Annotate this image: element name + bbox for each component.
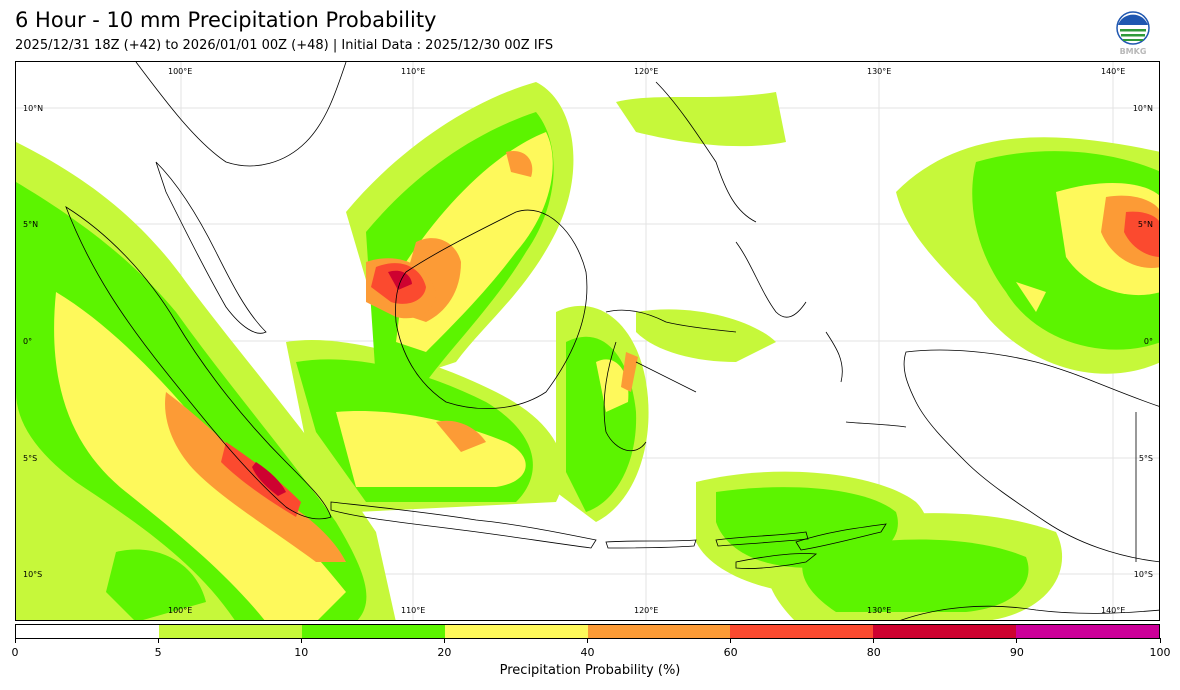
- map-canvas: 100°E 110°E 120°E 130°E 140°E 100°E 110°…: [16, 62, 1159, 620]
- lon-label-100-top: 100°E: [168, 67, 192, 76]
- colorbar-tick-mark: [1159, 638, 1161, 643]
- bmkg-logo-icon: BMKG: [1116, 11, 1150, 56]
- colorbar-label: Precipitation Probability (%): [499, 663, 681, 678]
- colorbar-tick-label: 60: [723, 646, 738, 659]
- lat-label-0-left: 0°: [23, 337, 32, 346]
- lon-label-140-top: 140°E: [1101, 67, 1125, 76]
- lat-label-0-right: 0°: [1144, 337, 1153, 346]
- lat-label-5n-left: 5°N: [23, 220, 38, 229]
- lon-label-130-bottom: 130°E: [867, 606, 891, 615]
- lon-label-110-top: 110°E: [401, 67, 425, 76]
- colorbar-tick-mark: [1016, 638, 1018, 643]
- colorbar-tick-label: 100: [1149, 646, 1171, 659]
- colorbar-tick-label: 10: [294, 646, 309, 659]
- colorbar-tick-label: 5: [154, 646, 162, 659]
- lon-label-140-bottom: 140°E: [1101, 606, 1125, 615]
- lat-label-10s-left: 10°S: [23, 570, 42, 579]
- colorbar-segment: [301, 625, 445, 638]
- lon-label-110-bottom: 110°E: [401, 606, 425, 615]
- lat-label-10n-left: 10°N: [23, 104, 43, 113]
- lon-label-130-top: 130°E: [867, 67, 891, 76]
- prob-80-90-layer: [252, 270, 412, 496]
- map-subtitle: 2025/12/31 18Z (+42) to 2026/01/01 00Z (…: [15, 38, 554, 53]
- colorbar-tick-mark: [873, 638, 875, 643]
- lon-label-120-bottom: 120°E: [634, 606, 658, 615]
- colorbar-tick-mark: [587, 638, 588, 643]
- lon-label-120-top: 120°E: [634, 67, 658, 76]
- colorbar-segment: [730, 625, 874, 638]
- lat-label-10s-right: 10°S: [1134, 570, 1153, 579]
- colorbar-tick-mark: [157, 638, 159, 643]
- colorbar: [15, 624, 1160, 639]
- lat-label-5s-left: 5°S: [23, 454, 37, 463]
- colorbar-tick-label: 80: [866, 646, 881, 659]
- map-title: 6 Hour - 10 mm Precipitation Probability: [15, 8, 437, 32]
- logo-text: BMKG: [1120, 47, 1147, 56]
- colorbar-segment: [158, 625, 302, 638]
- colorbar-tick-mark: [14, 638, 16, 643]
- colorbar-tick-label: 90: [1009, 646, 1024, 659]
- colorbar-segment: [444, 625, 588, 638]
- coastlines: [65, 62, 1159, 620]
- bmkg-logo: BMKG: [1114, 10, 1152, 56]
- colorbar-tick-mark: [443, 638, 445, 643]
- lat-label-10n-right: 10°N: [1133, 104, 1153, 113]
- lon-label-100-bottom: 100°E: [168, 606, 192, 615]
- colorbar-tick-label: 0: [11, 646, 19, 659]
- lat-label-5s-right: 5°S: [1139, 454, 1153, 463]
- colorbar-tick-label: 40: [580, 646, 595, 659]
- colorbar-segment: [873, 625, 1017, 638]
- colorbar-segment: [587, 625, 731, 638]
- colorbar-segment: [1016, 625, 1159, 638]
- lat-label-5n-right: 5°N: [1138, 220, 1153, 229]
- colorbar-segment: [16, 625, 159, 638]
- colorbar-tick-mark: [730, 638, 732, 643]
- colorbar-tick-label: 20: [437, 646, 452, 659]
- precipitation-map[interactable]: 100°E 110°E 120°E 130°E 140°E 100°E 110°…: [15, 61, 1160, 621]
- colorbar-tick-mark: [300, 638, 302, 643]
